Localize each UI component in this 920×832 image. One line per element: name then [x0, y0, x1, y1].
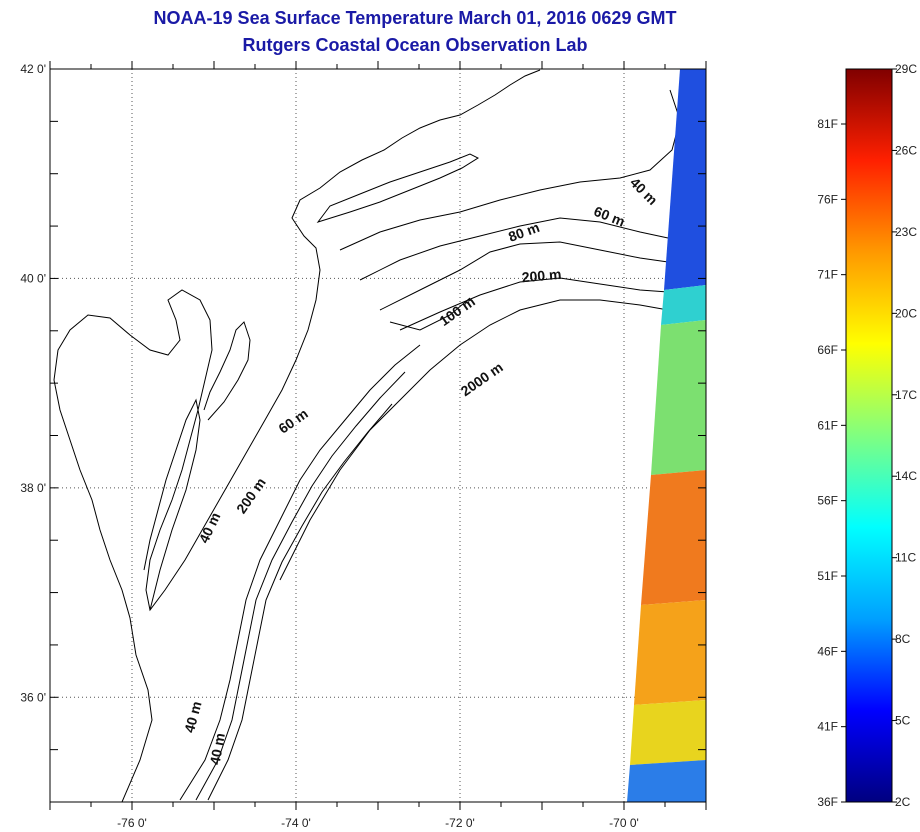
lat-tick-label: 36 0'	[20, 690, 46, 704]
axis-ticks	[49, 61, 707, 810]
colorbar-fahrenheit-label: 46F	[817, 644, 838, 658]
contour-label: 2000 m	[458, 359, 506, 399]
lon-tick-label: -72 0'	[445, 816, 475, 830]
colorbar-fahrenheit-label: 66F	[817, 343, 838, 357]
sst-swath-mid	[651, 320, 706, 475]
colorbar-celsius-label: 2C	[895, 795, 911, 809]
sst-swath-transition	[661, 285, 706, 325]
colorbar-fahrenheit-label: 56F	[817, 494, 838, 508]
contour-label: 100 m	[436, 293, 478, 329]
colorbar	[845, 68, 893, 803]
chesapeake-bay	[143, 398, 201, 611]
colorbar-celsius-label: 17C	[895, 388, 917, 402]
contour-shelf-south-b	[195, 371, 406, 801]
colorbar-labels: 29C 26C 23C 20C 17C 14C 11C 8C 5C 2C 81F 76F 71F 66F 6…	[817, 62, 917, 809]
colorbar-fahrenheit-label: 36F	[817, 795, 838, 809]
contour-label: 60 m	[275, 405, 310, 436]
coastline	[53, 69, 541, 802]
map-title: NOAA-19 Sea Surface Temperature March 01…	[153, 8, 677, 28]
contour-80m-north	[379, 241, 669, 311]
colorbar-fahrenheit-label: 81F	[817, 117, 838, 131]
sst-swath-orange	[634, 600, 706, 705]
long-island	[316, 153, 480, 223]
colorbar-fahrenheit-label: 71F	[817, 268, 838, 282]
contour-label: 40 m	[181, 699, 205, 734]
lon-tick-label: -76 0'	[117, 816, 147, 830]
colorbar-celsius-label: 14C	[895, 469, 917, 483]
sst-swath-cold	[664, 69, 706, 290]
colorbar-celsius-label: 8C	[895, 632, 911, 646]
contour-label: 40 m	[207, 732, 228, 766]
contour-label: 60 m	[592, 203, 628, 230]
contour-label: 200 m	[521, 266, 562, 285]
contour-label: 40 m	[627, 174, 661, 208]
contour-60m-north	[359, 217, 669, 281]
colorbar-fahrenheit-label: 51F	[817, 569, 838, 583]
colorbar-fahrenheit-label: 41F	[817, 720, 838, 734]
contour-shelf-south-c	[207, 403, 393, 801]
contour-40m-north	[339, 89, 681, 251]
lat-tick-label: 42 0'	[20, 62, 46, 76]
contour-label: 40 m	[195, 510, 223, 546]
colorbar-celsius-label: 5C	[895, 714, 911, 728]
lat-tick-label: 40 0'	[20, 271, 46, 285]
colorbar-fahrenheit-label: 76F	[817, 192, 838, 206]
map-subtitle: Rutgers Coastal Ocean Observation Lab	[242, 35, 588, 55]
contour-label: 200 m	[233, 475, 269, 517]
sst-swath-yellow	[630, 700, 706, 765]
colorbar-fahrenheit-label: 61F	[817, 418, 838, 432]
lat-tick-label: 38 0'	[20, 481, 46, 495]
sst-swath-south-cold	[627, 760, 706, 802]
contour-shelf-south-a	[179, 344, 421, 801]
lon-tick-label: -70 0'	[609, 816, 639, 830]
lon-tick-label: -74 0'	[281, 816, 311, 830]
colorbar-celsius-label: 20C	[895, 306, 917, 320]
delaware-bay	[203, 321, 251, 421]
colorbar-celsius-label: 29C	[895, 62, 917, 76]
colorbar-celsius-label: 23C	[895, 225, 917, 239]
contour-label: 80 m	[506, 219, 541, 245]
contour-100m-north	[389, 297, 471, 331]
contour-2000m	[279, 299, 669, 581]
colorbar-celsius-label: 26C	[895, 143, 917, 157]
sst-swath-warm	[641, 470, 706, 605]
contour-200m-north	[399, 277, 669, 331]
colorbar-celsius-label: 11C	[895, 551, 916, 565]
